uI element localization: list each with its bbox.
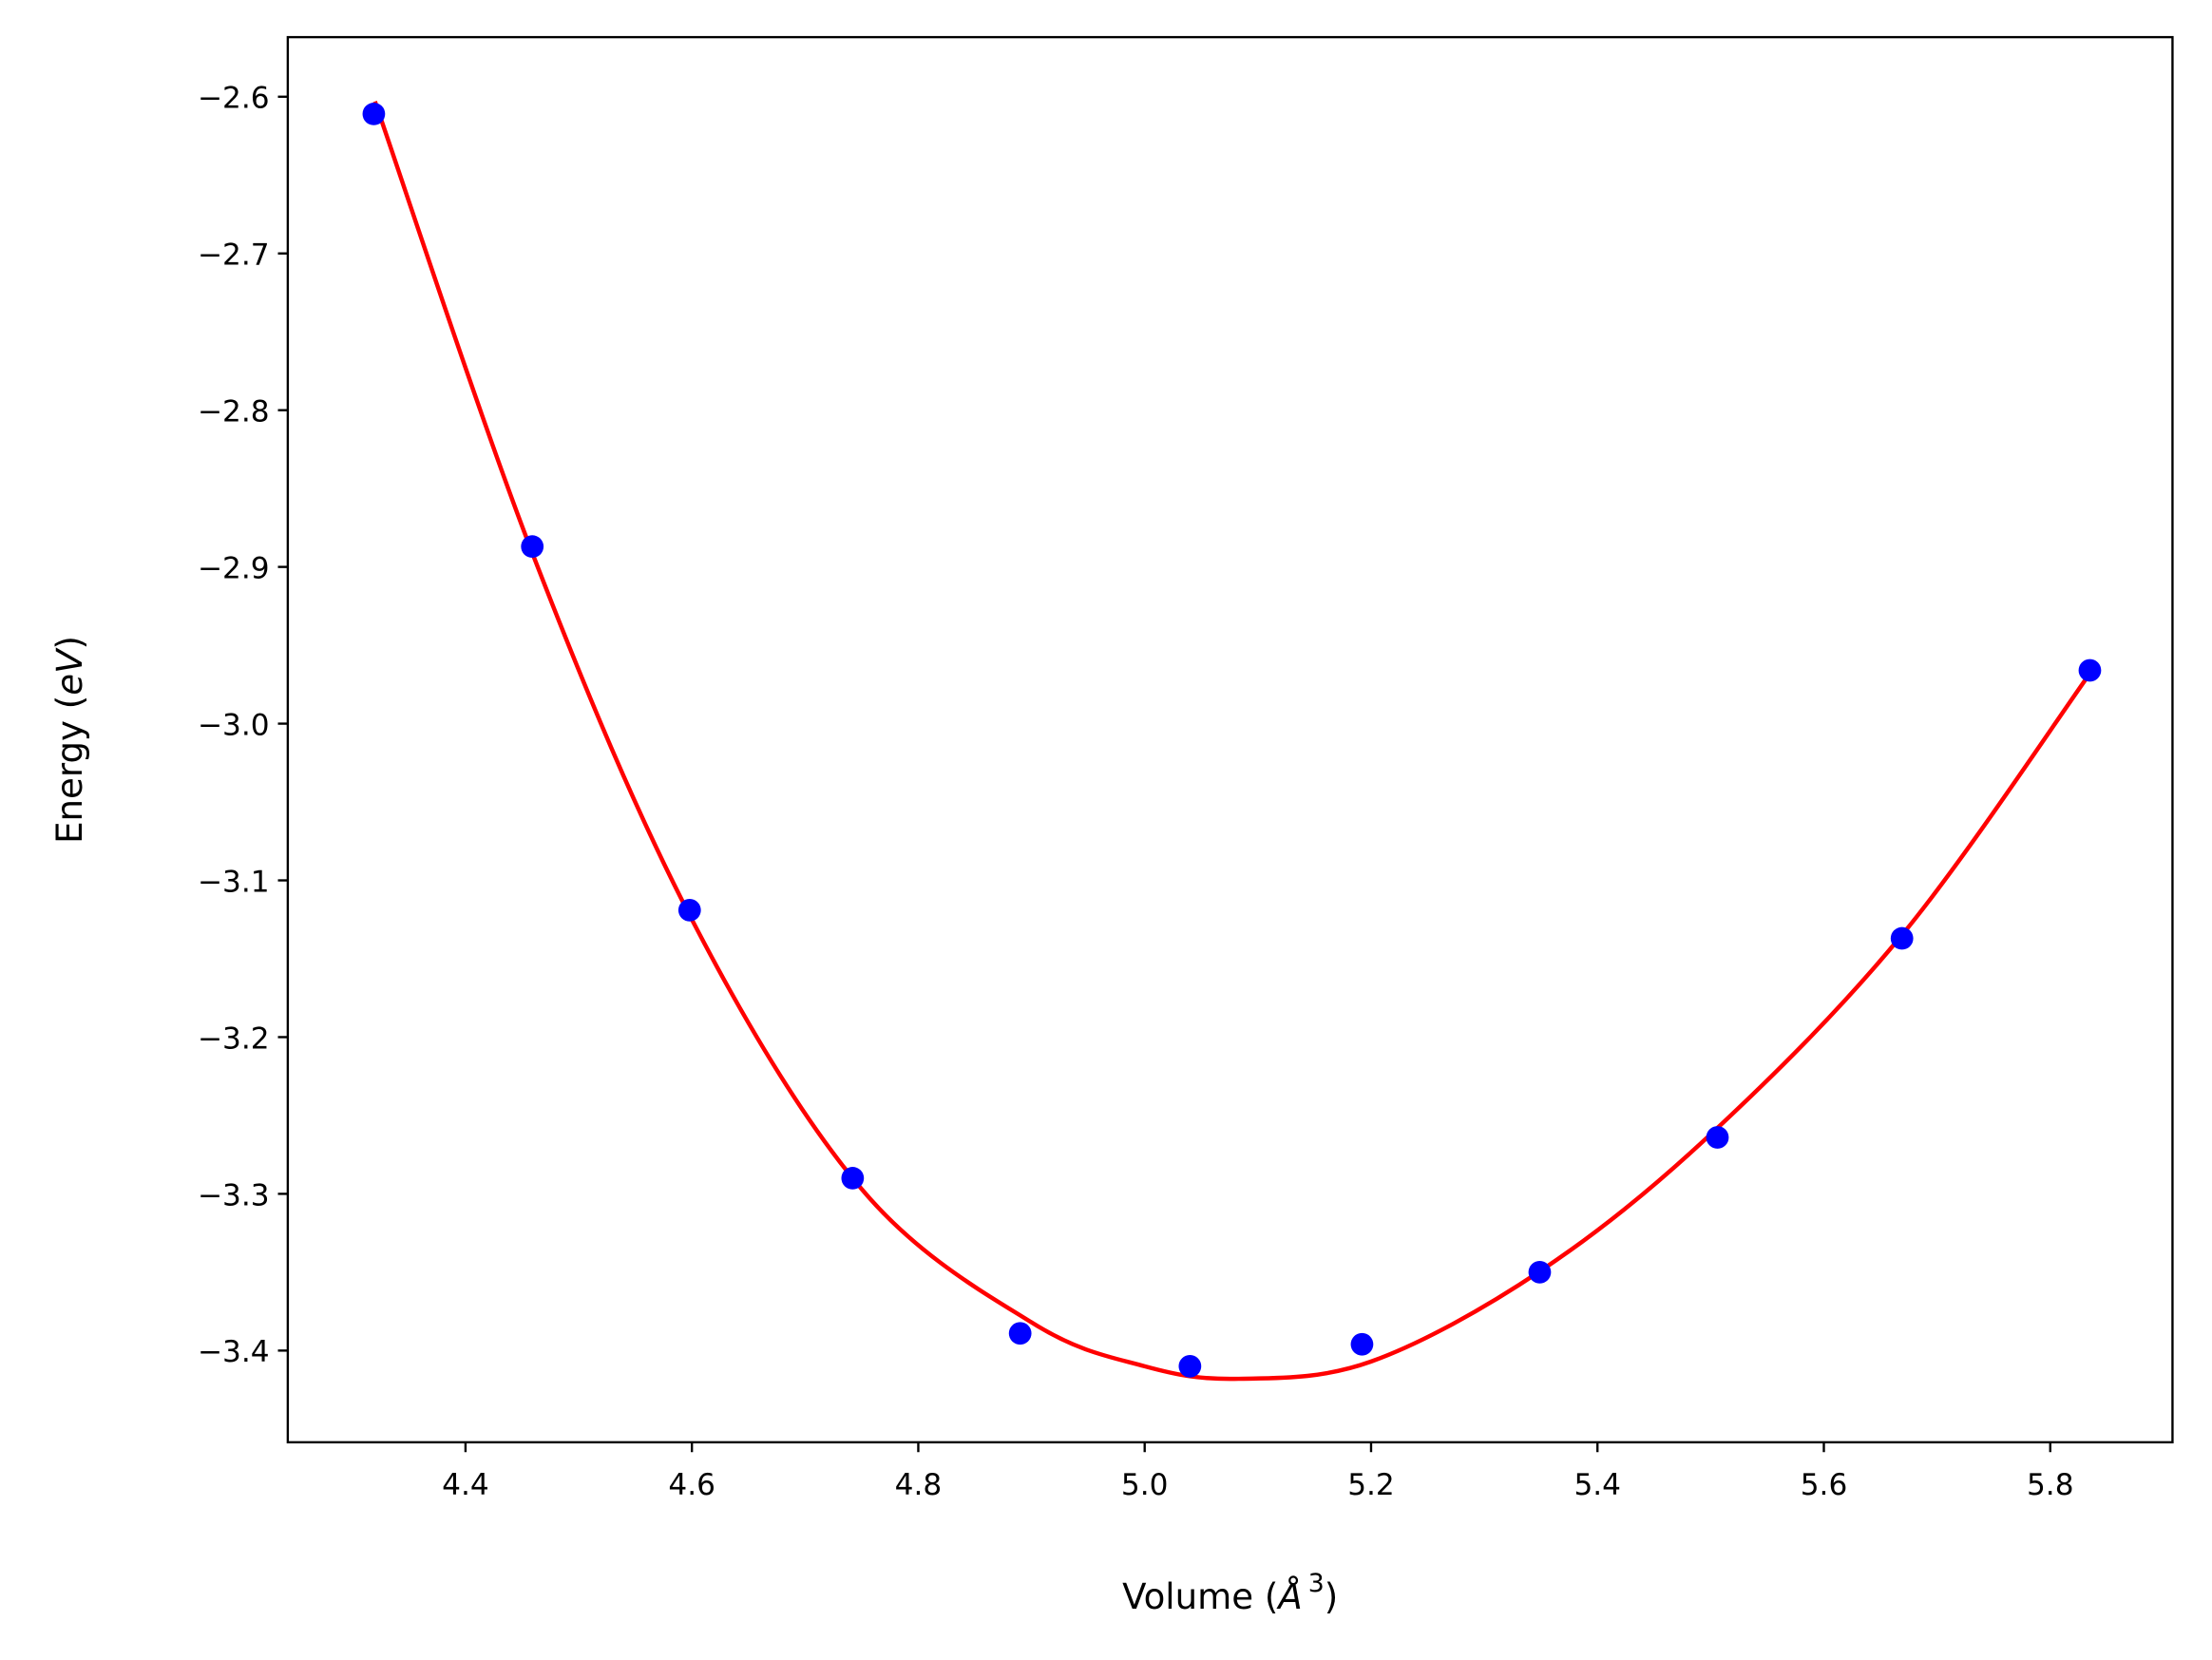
x-tick-label: 5.6: [1801, 1468, 1848, 1502]
y-axis-label: Energy (eV): [49, 636, 90, 844]
y-tick-label: −3.2: [198, 1021, 270, 1056]
x-axis: 4.4 4.6 4.8 5.0 5.2 5.4 5.6 5.8: [442, 1441, 2074, 1502]
axes-frame: [286, 35, 2174, 1444]
x-tick-label: 4.8: [895, 1468, 943, 1502]
data-point: [677, 898, 701, 922]
data-point: [1706, 1126, 1729, 1149]
data-point: [362, 103, 386, 125]
y-axis: −2.6 −2.7 −2.8 −2.9 −3.0 −3.1 −3.2 −3.3 −3.4: [198, 82, 288, 1369]
y-tick-label: −3.1: [198, 865, 270, 899]
data-point: [1178, 1354, 1202, 1378]
data-point: [1890, 926, 1914, 950]
data-point: [841, 1167, 865, 1190]
data-point: [1528, 1261, 1552, 1284]
x-axis-label: Volume (Å 3): [1122, 1569, 1338, 1617]
x-tick-label: 5.4: [1573, 1468, 1621, 1502]
y-tick-label: −3.4: [198, 1335, 270, 1369]
y-tick-label: −2.7: [198, 239, 270, 273]
y-tick-label: −2.8: [198, 395, 270, 429]
plot-area: [362, 100, 2102, 1382]
x-tick-label: 5.0: [1121, 1468, 1169, 1502]
y-tick-label: −3.0: [198, 708, 270, 742]
data-point: [521, 535, 544, 559]
x-tick-label: 5.2: [1347, 1468, 1395, 1502]
x-tick-label: 4.4: [442, 1468, 489, 1502]
fit-curve: [372, 100, 2092, 1382]
data-point: [2078, 658, 2102, 682]
x-tick-label: 4.6: [668, 1468, 715, 1502]
y-tick-label: −2.6: [198, 82, 270, 116]
y-tick-label: −2.9: [198, 552, 270, 586]
x-tick-label: 5.8: [2027, 1468, 2074, 1502]
y-tick-label: −3.3: [198, 1178, 270, 1212]
data-point: [1350, 1332, 1374, 1356]
data-point: [1008, 1322, 1032, 1345]
